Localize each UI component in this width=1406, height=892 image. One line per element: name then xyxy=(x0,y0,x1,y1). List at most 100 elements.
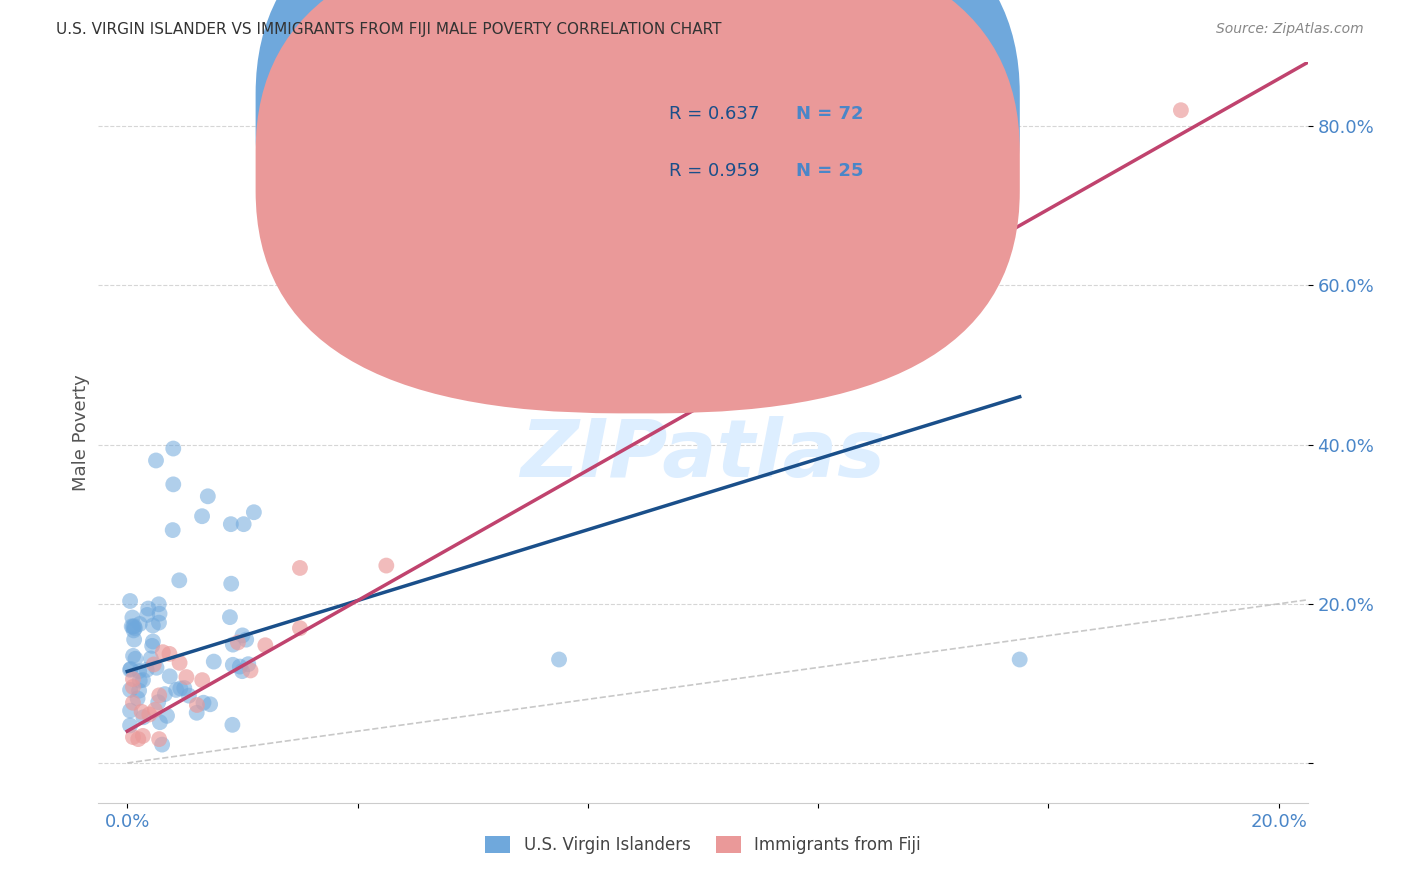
Point xyxy=(122,619,145,633)
Point xyxy=(177,689,200,703)
Text: Source: ZipAtlas.com: Source: ZipAtlas.com xyxy=(1216,22,1364,37)
Point xyxy=(156,708,179,723)
Point xyxy=(145,661,167,675)
Point xyxy=(153,687,176,701)
Text: N = 72: N = 72 xyxy=(796,105,863,123)
Point xyxy=(149,715,172,730)
Point xyxy=(122,648,145,663)
Point xyxy=(165,682,187,697)
Point xyxy=(136,601,159,615)
Point xyxy=(197,489,219,503)
Point xyxy=(191,673,214,687)
Point xyxy=(139,651,162,665)
Point xyxy=(132,673,155,687)
Point xyxy=(136,607,159,622)
Legend: U.S. Virgin Islanders, Immigrants from Fiji: U.S. Virgin Islanders, Immigrants from F… xyxy=(479,830,927,861)
Text: U.S. VIRGIN ISLANDER VS IMMIGRANTS FROM FIJI MALE POVERTY CORRELATION CHART: U.S. VIRGIN ISLANDER VS IMMIGRANTS FROM … xyxy=(56,22,721,37)
Point xyxy=(219,576,242,591)
Point xyxy=(191,509,214,524)
Point xyxy=(254,638,277,652)
Point xyxy=(239,664,262,678)
Point xyxy=(231,664,253,678)
FancyBboxPatch shape xyxy=(600,78,927,181)
FancyBboxPatch shape xyxy=(256,0,1019,413)
Point xyxy=(221,718,243,732)
Point xyxy=(548,652,571,666)
Point xyxy=(148,689,170,703)
Point xyxy=(186,706,208,720)
Point xyxy=(1008,652,1031,666)
Point xyxy=(162,523,184,537)
Point xyxy=(219,517,242,532)
Point xyxy=(375,558,398,573)
Point xyxy=(152,645,174,659)
Text: R = 0.637: R = 0.637 xyxy=(669,105,759,123)
Point xyxy=(120,663,142,677)
Point xyxy=(173,681,195,695)
Point xyxy=(159,669,181,683)
Point xyxy=(288,621,311,635)
Text: ZIPatlas: ZIPatlas xyxy=(520,416,886,494)
Point xyxy=(478,385,501,400)
Point xyxy=(121,610,143,624)
Point xyxy=(128,683,150,698)
Point xyxy=(150,738,173,752)
Point xyxy=(226,635,249,649)
Point xyxy=(232,517,254,532)
Point xyxy=(122,624,145,638)
Point xyxy=(186,698,208,712)
Point xyxy=(235,632,257,647)
Point xyxy=(120,682,142,697)
Point xyxy=(162,442,184,456)
Point xyxy=(231,628,253,642)
Point xyxy=(132,729,155,743)
Point xyxy=(318,243,340,257)
Point xyxy=(169,656,191,670)
Point xyxy=(138,707,160,722)
Point xyxy=(148,732,170,747)
Point xyxy=(148,615,170,630)
Text: N = 25: N = 25 xyxy=(796,162,863,180)
Point xyxy=(128,617,150,632)
Point xyxy=(120,704,142,718)
Text: R = 0.959: R = 0.959 xyxy=(669,162,759,180)
Point xyxy=(243,505,266,519)
Point xyxy=(198,698,221,712)
Point xyxy=(142,634,165,648)
Point xyxy=(120,718,142,732)
Point xyxy=(128,664,150,678)
Point xyxy=(162,477,184,491)
Point xyxy=(122,730,145,744)
Point xyxy=(1170,103,1192,118)
Point xyxy=(169,574,191,588)
Y-axis label: Male Poverty: Male Poverty xyxy=(72,375,90,491)
Point xyxy=(122,696,145,710)
Point xyxy=(288,561,311,575)
Point xyxy=(122,680,145,694)
Point xyxy=(229,659,252,673)
Point xyxy=(148,695,170,709)
Point xyxy=(176,670,198,684)
Point xyxy=(222,638,245,652)
Point xyxy=(202,655,225,669)
Point xyxy=(124,651,146,665)
Point xyxy=(120,662,142,676)
Point xyxy=(238,657,260,672)
Point xyxy=(132,710,155,724)
Point xyxy=(193,696,215,710)
Point xyxy=(122,632,145,647)
Point xyxy=(122,672,145,686)
Point xyxy=(148,597,170,611)
Point xyxy=(127,732,149,747)
Point xyxy=(219,610,242,624)
Point xyxy=(148,607,170,621)
Point xyxy=(122,620,145,634)
Point xyxy=(145,453,167,467)
Point xyxy=(159,647,181,661)
Point xyxy=(142,657,165,672)
Point xyxy=(120,594,142,608)
Point xyxy=(131,705,153,719)
Point xyxy=(128,673,150,688)
Point xyxy=(142,618,165,632)
Point xyxy=(387,338,409,352)
